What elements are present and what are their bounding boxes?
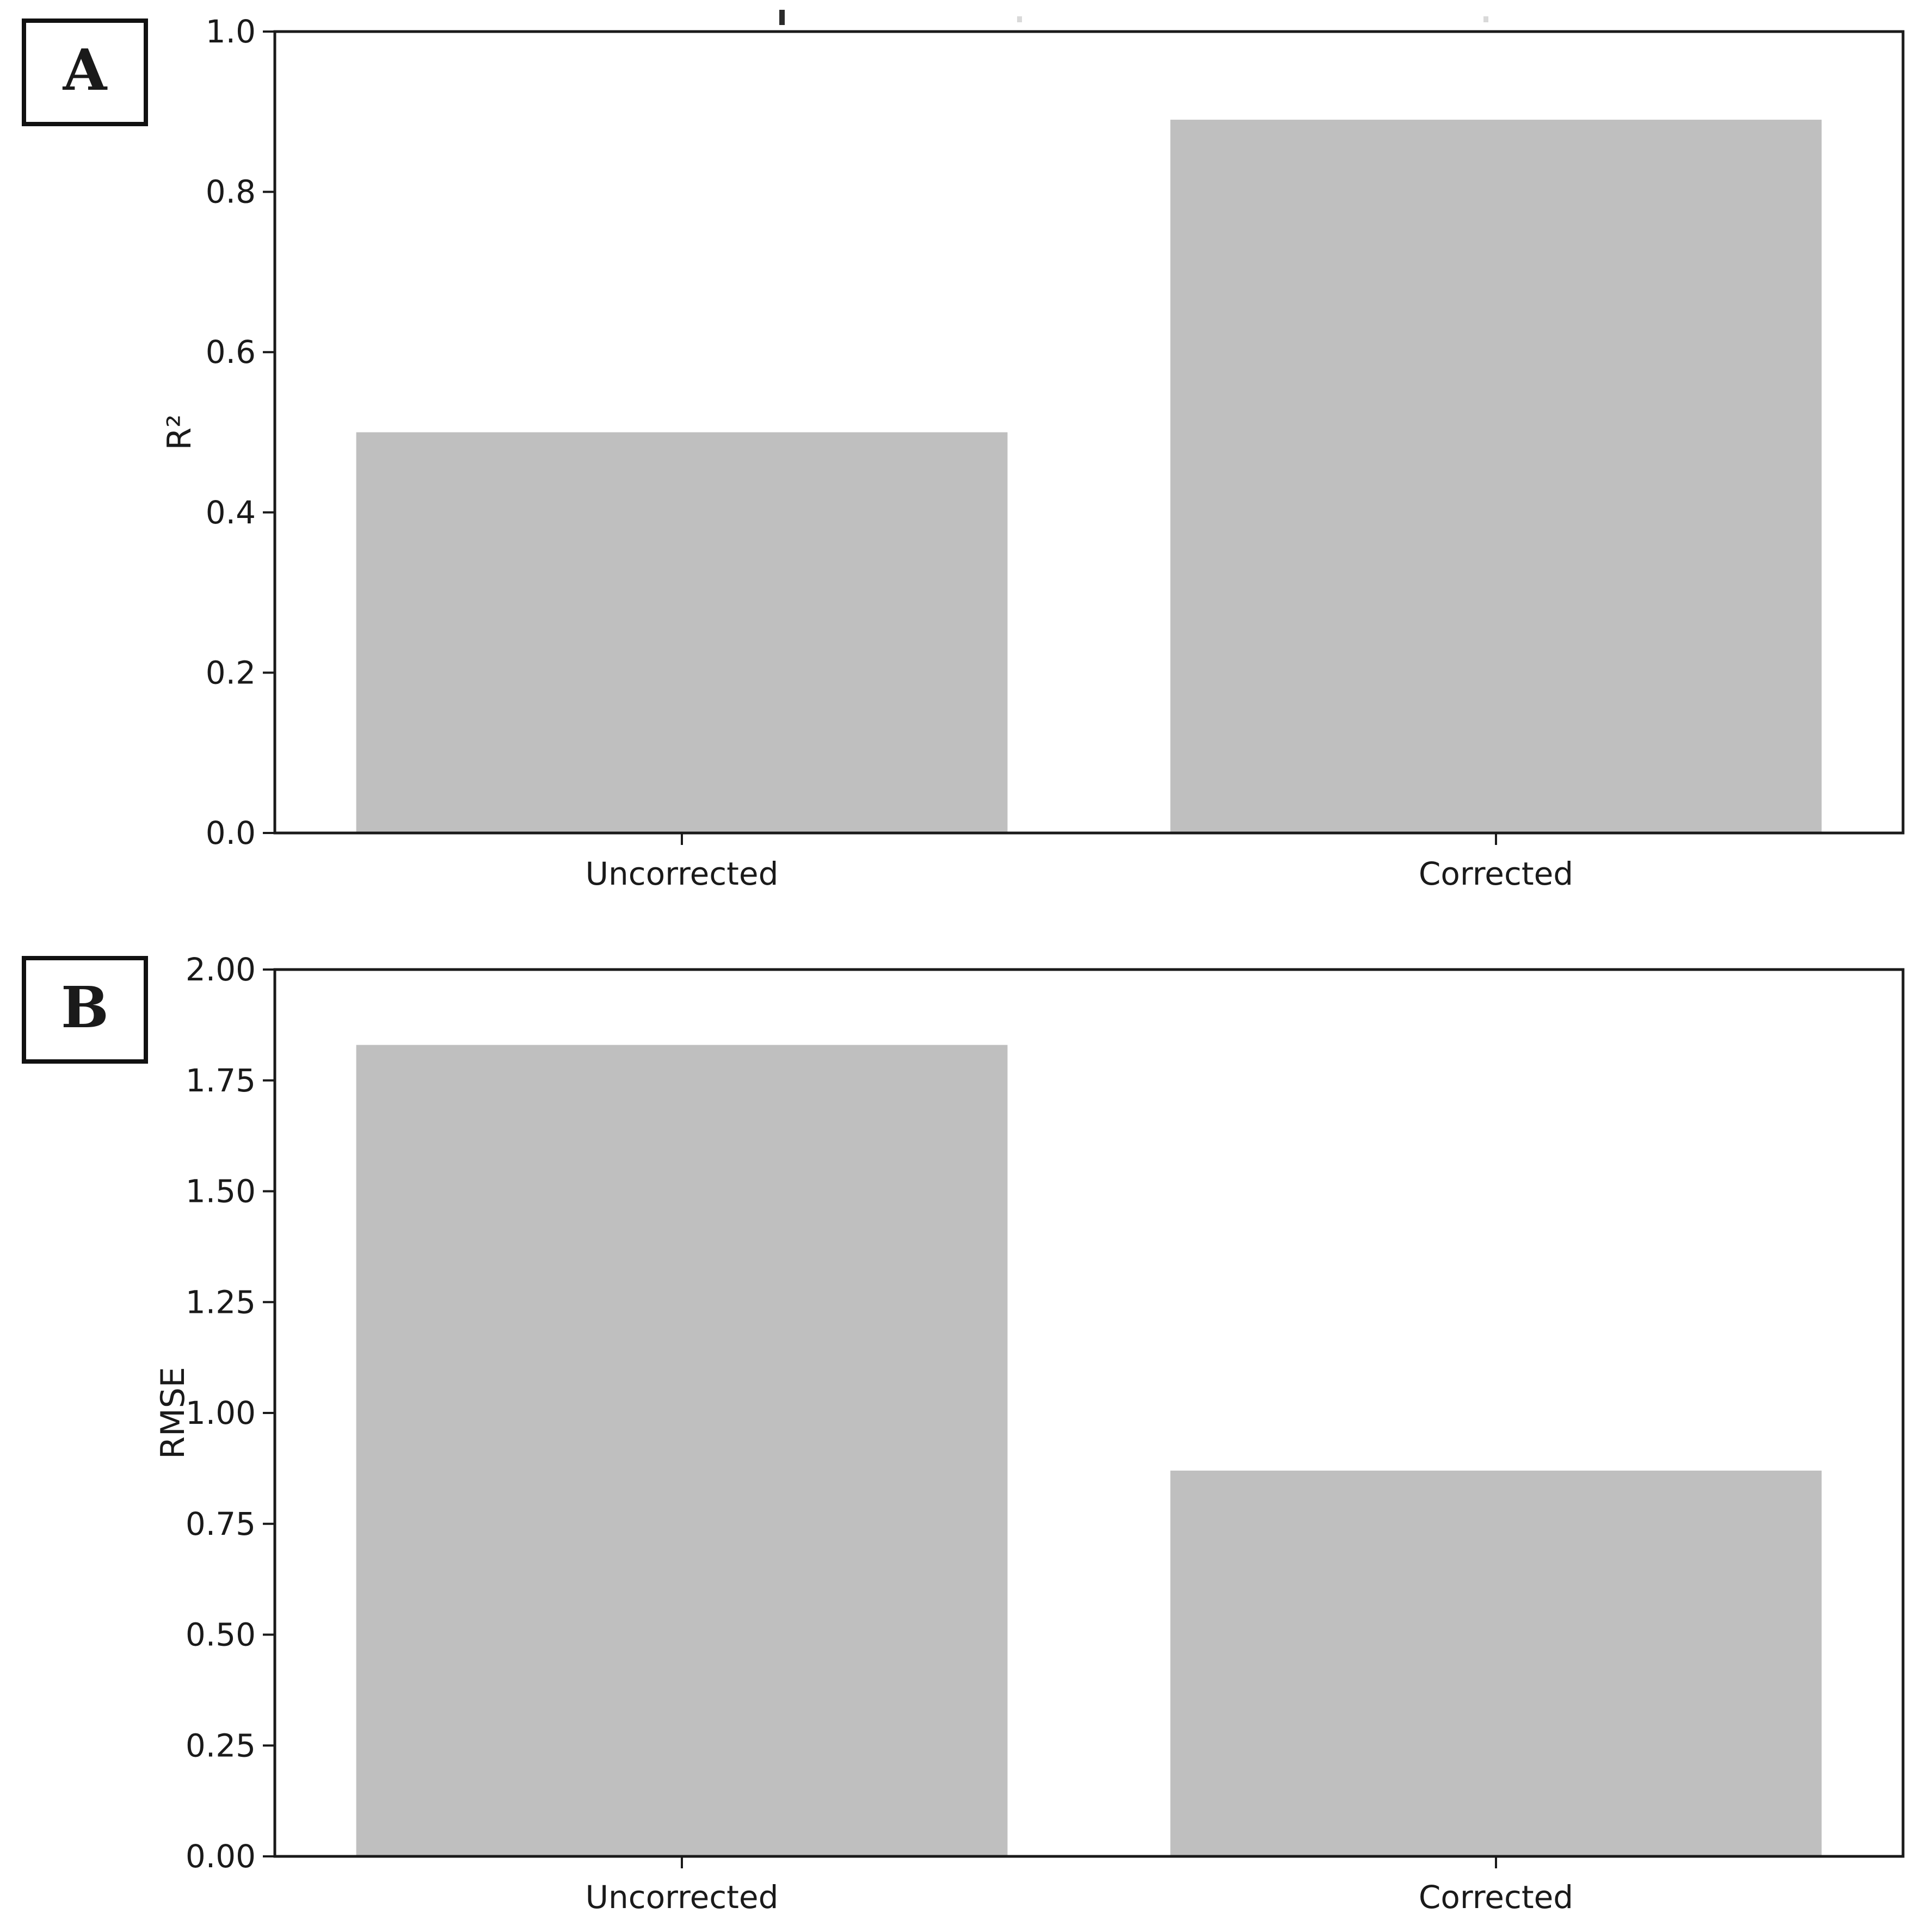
y-tick-label: 0.8	[206, 174, 256, 211]
y-tick-label: 1.75	[186, 1062, 256, 1099]
y-tick-label: 0.0	[206, 814, 256, 851]
y-tick-label: 0.25	[186, 1727, 256, 1764]
bar-uncorrected	[356, 432, 1008, 833]
cropped-title-remnant	[779, 10, 785, 25]
y-tick-label: 1.25	[186, 1283, 256, 1320]
panel-a-letter: A	[63, 36, 107, 103]
x-tick-label: Uncorrected	[586, 855, 779, 892]
y-tick-label: 0.00	[186, 1838, 256, 1875]
y-tick-label: 1.00	[186, 1394, 256, 1431]
panel-a-label-box: A	[22, 18, 148, 126]
panel-b-label-box: B	[22, 956, 148, 1064]
plot-border	[273, 30, 1905, 835]
panel-b-letter: B	[61, 974, 109, 1041]
cropped-title-remnant	[1483, 16, 1488, 22]
y-tick-label: 0.2	[206, 654, 256, 691]
bar-corrected	[1170, 120, 1822, 833]
y-tick-label: 1.0	[206, 13, 256, 50]
x-tick-label: Corrected	[1419, 855, 1573, 892]
y-tick-label: 0.6	[206, 334, 256, 371]
y-tick-label: 0.75	[186, 1505, 256, 1542]
y-tick-label: 0.4	[206, 494, 256, 531]
cropped-title-remnant	[1017, 16, 1022, 22]
x-tick-label: Corrected	[1419, 1879, 1573, 1916]
bar-uncorrected	[356, 1045, 1008, 1856]
y-tick-label: 0.50	[186, 1616, 256, 1653]
y-axis-label: R²	[161, 415, 199, 450]
y-axis-label: RMSE	[154, 1367, 192, 1459]
bar-corrected	[1170, 1470, 1822, 1856]
x-tick-label: Uncorrected	[586, 1879, 779, 1916]
y-tick-label: 1.50	[186, 1173, 256, 1210]
y-tick-label: 2.00	[186, 951, 256, 988]
